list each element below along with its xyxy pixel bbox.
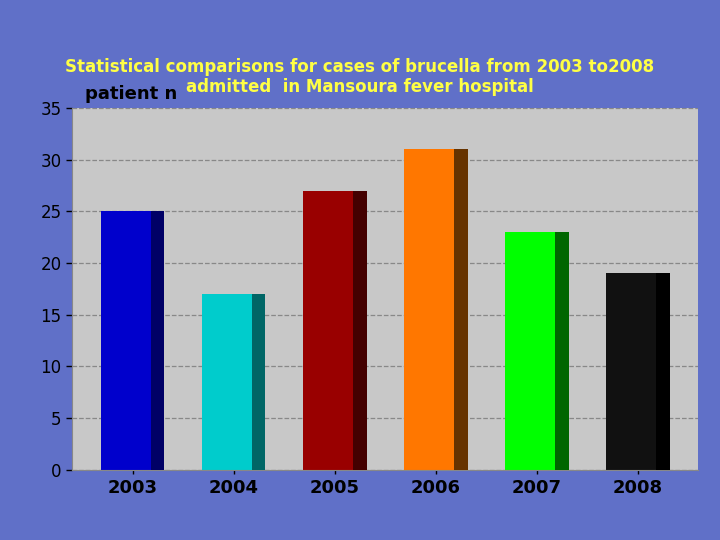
Bar <box>303 191 354 470</box>
Bar <box>404 150 454 470</box>
Bar <box>354 191 366 470</box>
Bar <box>151 211 164 470</box>
Bar <box>454 150 467 470</box>
Bar <box>252 294 266 470</box>
Text: patient n: patient n <box>84 85 177 103</box>
Text: admitted  in Mansoura fever hospital: admitted in Mansoura fever hospital <box>186 78 534 97</box>
Bar <box>202 294 252 470</box>
Text: Statistical comparisons for cases of brucella from 2003 to2008: Statistical comparisons for cases of bru… <box>66 58 654 77</box>
Bar <box>505 232 555 470</box>
Bar <box>101 211 151 470</box>
Bar <box>606 273 657 470</box>
Bar <box>555 232 569 470</box>
Bar <box>657 273 670 470</box>
